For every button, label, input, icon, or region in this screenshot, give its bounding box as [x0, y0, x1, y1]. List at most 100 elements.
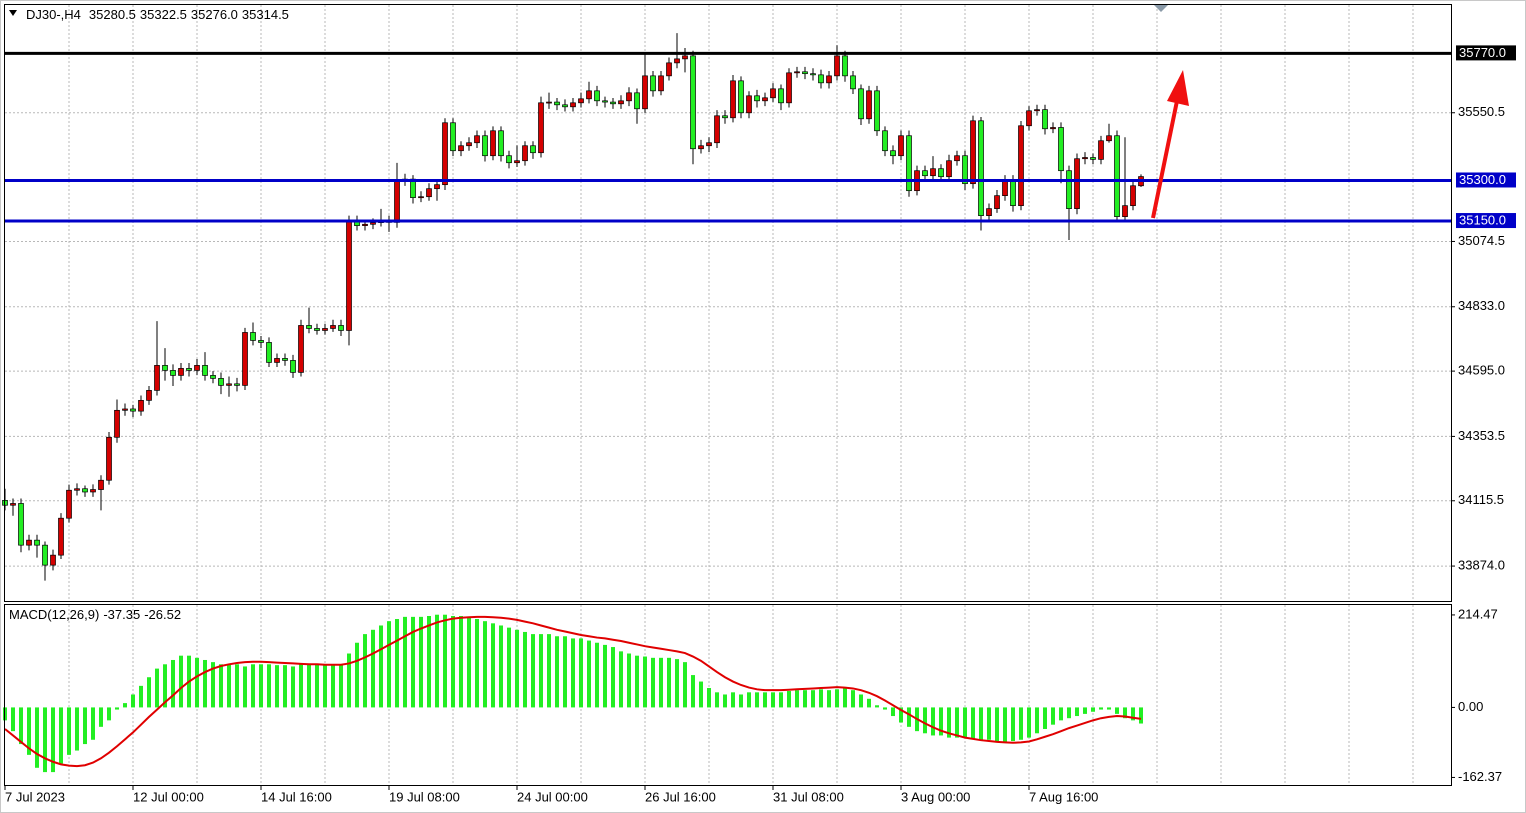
candle-body	[482, 135, 488, 157]
macd-bar	[1099, 707, 1103, 710]
candle-body	[770, 88, 776, 99]
annotation-arrowhead	[1167, 70, 1189, 106]
candle-body	[290, 360, 296, 373]
candle-body	[994, 195, 1000, 209]
x-tick-label: 3 Aug 00:00	[901, 789, 970, 804]
macd-bar	[1115, 707, 1119, 714]
candle-body	[986, 208, 992, 216]
macd-bar	[619, 651, 623, 708]
candle-body	[1002, 180, 1008, 197]
macd-bar	[307, 664, 311, 708]
macd-bar	[19, 707, 23, 745]
macd-bar	[243, 666, 247, 708]
candle-body	[26, 539, 32, 546]
macd-bar	[763, 692, 767, 708]
macd-bar	[867, 698, 871, 708]
macd-bar	[59, 707, 63, 764]
candle-body	[978, 120, 984, 216]
macd-bar	[555, 636, 559, 708]
macd-bar	[499, 625, 503, 708]
macd-bar	[1003, 707, 1007, 742]
macd-bar	[923, 707, 927, 734]
x-tick-label: 14 Jul 16:00	[261, 789, 332, 804]
candle-body	[418, 196, 424, 199]
candle-body	[90, 489, 96, 493]
macd-bar	[171, 659, 175, 708]
macd-bar	[539, 634, 543, 708]
macd-bar	[947, 707, 951, 738]
candle-body	[786, 72, 792, 104]
macd-bar	[1027, 707, 1031, 738]
candle-body	[690, 55, 696, 150]
candle-body	[538, 102, 544, 154]
macd-bar	[1131, 707, 1135, 721]
menu-triangle[interactable]	[9, 10, 17, 16]
macd-bar	[595, 642, 599, 708]
candle-body	[650, 75, 656, 92]
macd-bar	[1019, 707, 1023, 740]
macd-bar	[739, 694, 743, 708]
macd-bar	[955, 707, 959, 738]
candle-body	[474, 135, 480, 144]
macd-bar	[363, 634, 367, 708]
candle-body	[530, 145, 536, 154]
x-tick-label: 7 Aug 16:00	[1029, 789, 1098, 804]
macd-bar	[275, 665, 279, 708]
macd-bar	[803, 690, 807, 708]
macd-bar	[11, 707, 15, 732]
y-tick-label: 34833.0	[1458, 298, 1505, 313]
y-tick-label: 33874.0	[1458, 558, 1505, 573]
candle-body	[466, 142, 472, 147]
macd-bar	[683, 662, 687, 708]
candle-body	[18, 503, 24, 546]
candle-body	[34, 539, 40, 546]
candle-body	[1130, 185, 1136, 207]
macd-bar	[315, 664, 319, 708]
level-label-box	[1456, 45, 1516, 61]
macd-bar	[883, 707, 887, 710]
y-tick-label: 214.47	[1458, 606, 1498, 621]
macd-bar	[507, 627, 511, 708]
y-tick-label: 34595.0	[1458, 363, 1505, 378]
candle-body	[898, 135, 904, 157]
macd-bar	[707, 688, 711, 708]
candle-body	[50, 554, 56, 566]
macd-bar	[699, 681, 703, 708]
candle-body	[122, 408, 128, 411]
macd-bar	[971, 707, 975, 739]
macd-bar	[891, 707, 895, 717]
macd-frame	[4, 604, 1452, 786]
open-value: 35280.5	[89, 7, 136, 22]
macd-bar	[859, 694, 863, 708]
macd-bar	[419, 616, 423, 708]
macd-bar	[99, 707, 103, 727]
macd-bar	[211, 662, 215, 708]
macd-bar	[531, 634, 535, 708]
macd-bar	[371, 629, 375, 708]
macd-bar	[411, 616, 415, 708]
candle-body	[1066, 170, 1072, 209]
macd-bar	[67, 707, 71, 755]
candle-body	[362, 223, 368, 226]
candle-body	[234, 383, 240, 386]
candle-body	[458, 145, 464, 152]
candle-body	[370, 222, 376, 225]
candle-body	[66, 489, 72, 519]
macd-bar	[691, 675, 695, 708]
macd-bar	[451, 615, 455, 708]
macd-bar	[107, 707, 111, 721]
candle-body	[338, 325, 344, 331]
candle-body	[626, 92, 632, 102]
candle-body	[178, 368, 184, 376]
candle-body	[554, 101, 560, 106]
macd-bar	[1067, 707, 1071, 719]
macd-bar	[387, 621, 391, 708]
candle-body	[762, 97, 768, 102]
macd-bar	[355, 642, 359, 708]
low-value: 35276.0	[191, 7, 238, 22]
candle-body	[210, 375, 216, 379]
macd-bar	[83, 707, 87, 745]
macd-bar	[547, 634, 551, 708]
macd-bar	[611, 647, 615, 708]
macd-bar	[163, 664, 167, 708]
